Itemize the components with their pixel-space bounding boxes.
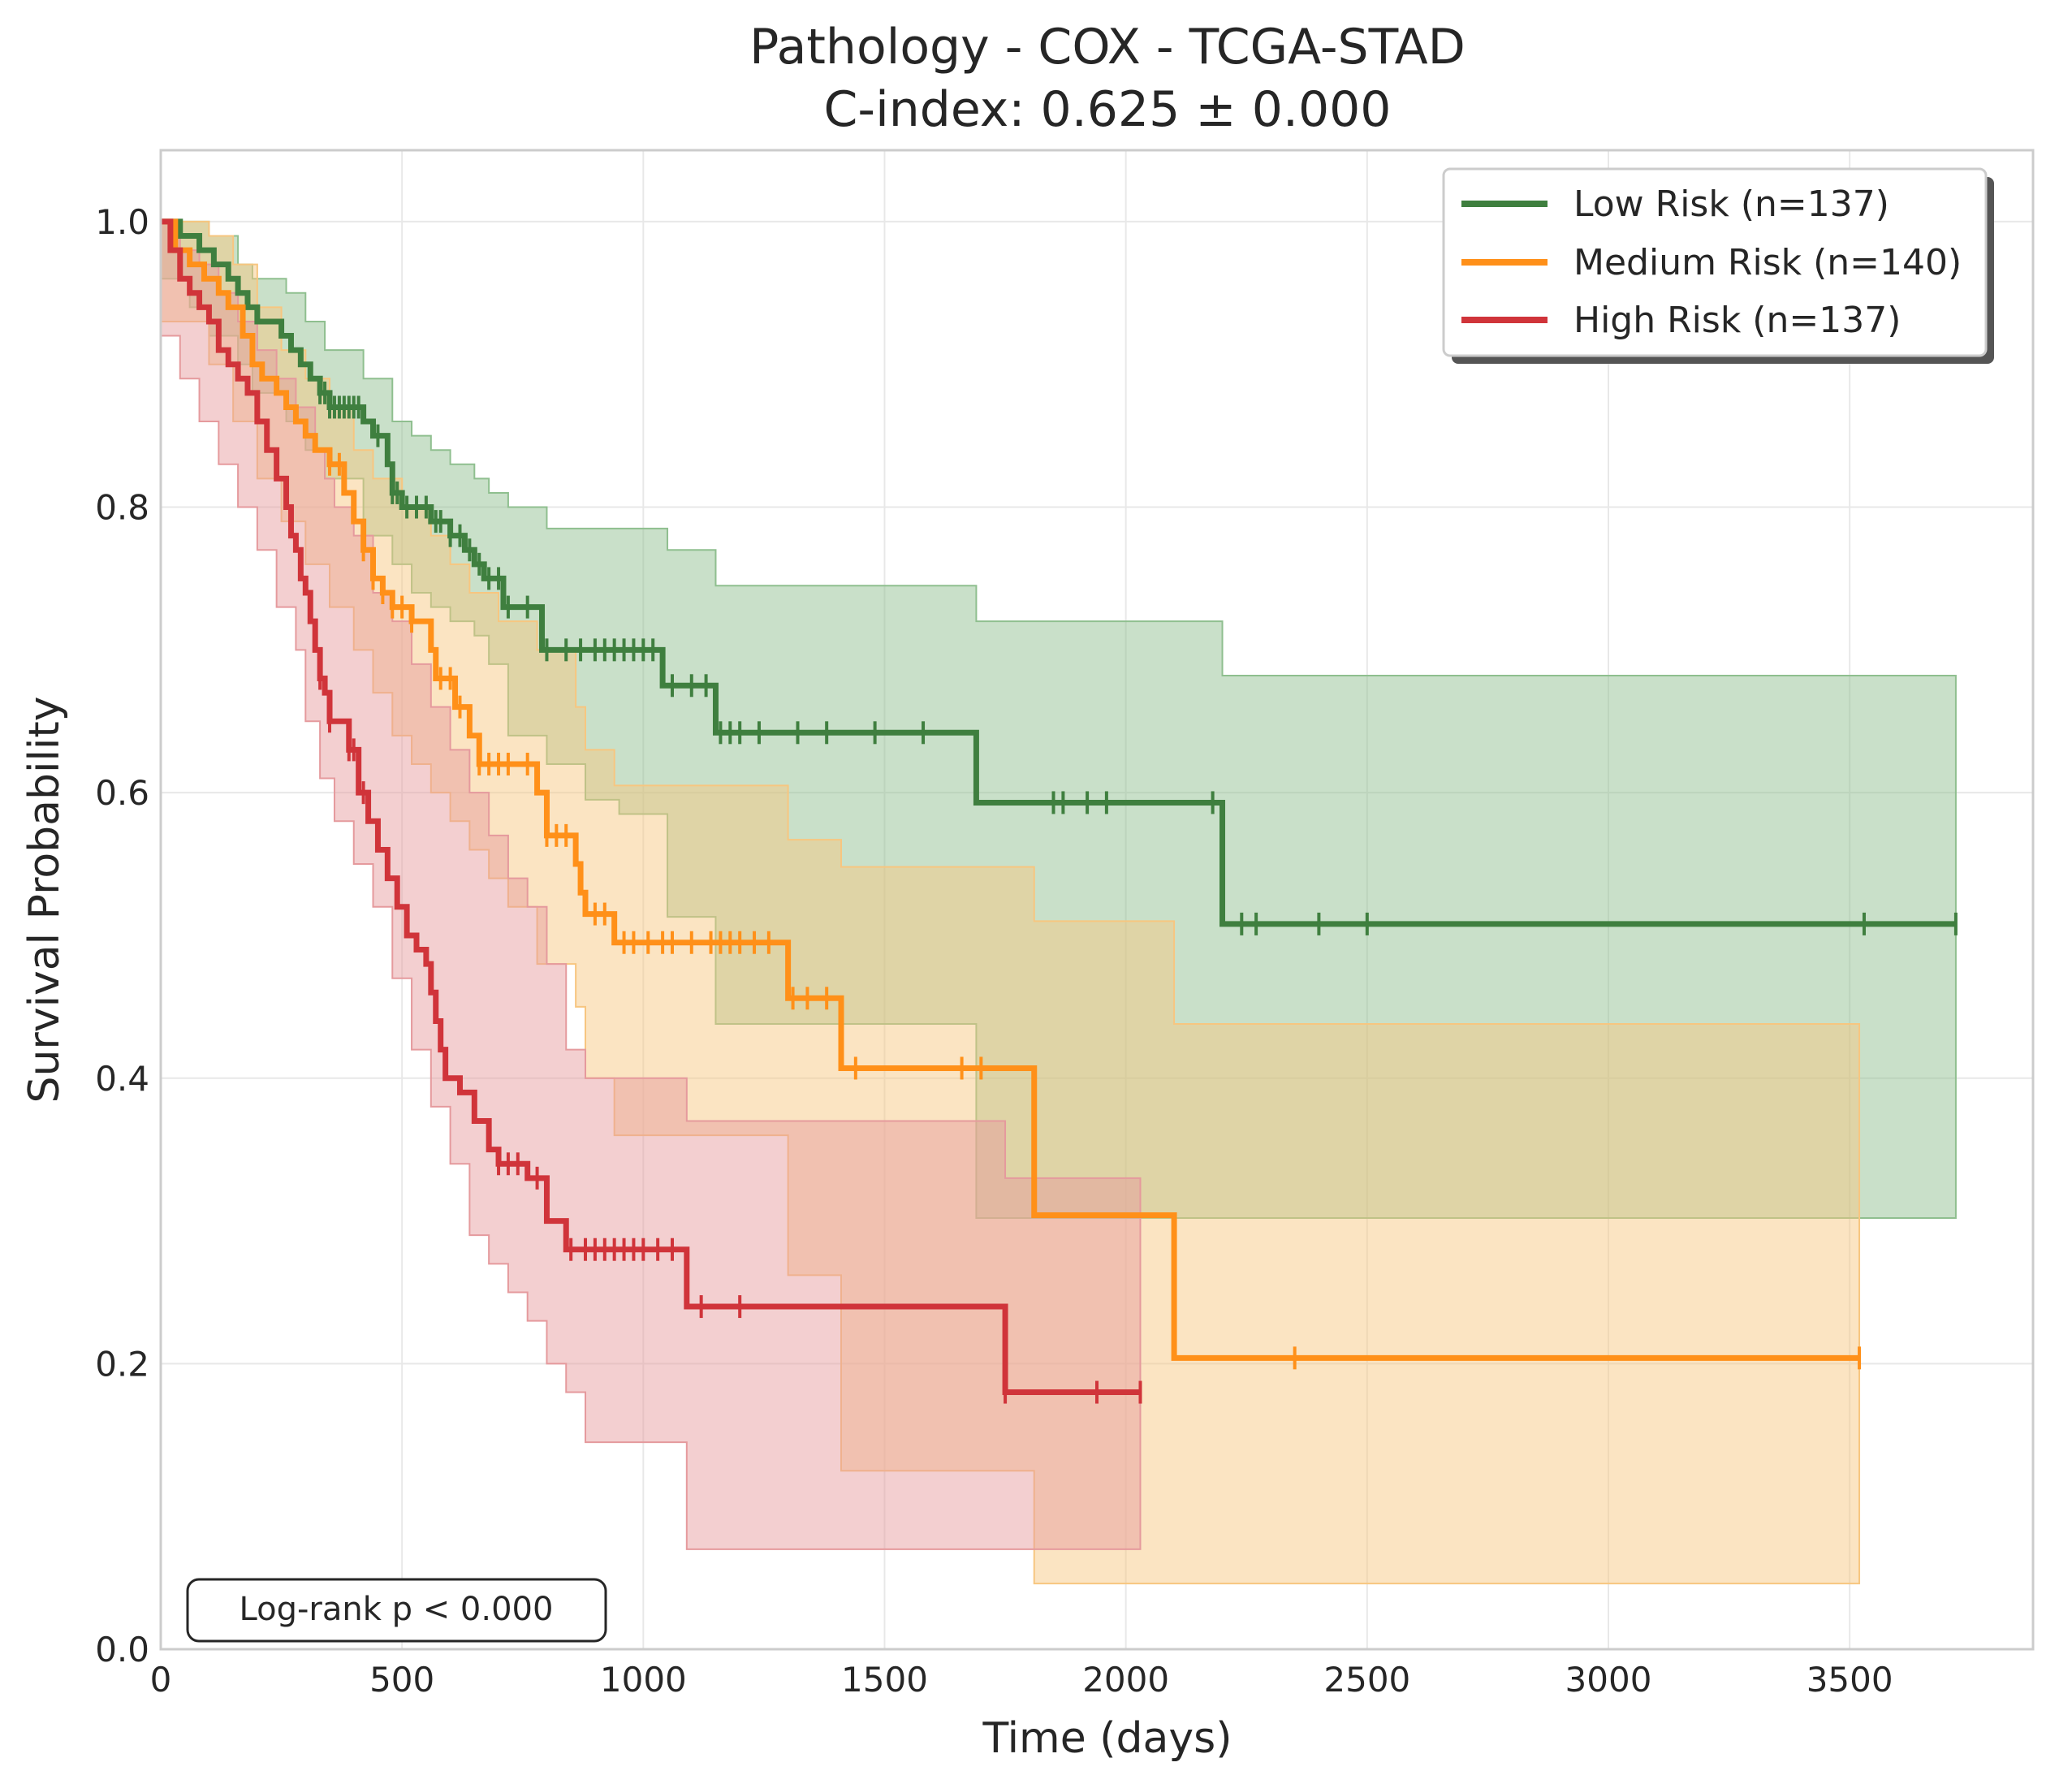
y-axis-ticks: 0.0 0.2 0.4 0.6 0.8 1.0 [95,202,149,1670]
y-tick-label: 0.4 [95,1059,149,1099]
logrank-text: Log-rank p < 0.000 [240,1591,554,1628]
plot-frame [159,149,2035,1651]
x-tick-label: 2500 [1323,1660,1410,1700]
legend-label-high-risk: High Risk (n=137) [1573,300,1901,341]
x-tick-label: 3500 [1807,1660,1893,1700]
censor-marks [318,381,1958,1404]
survival-curve-low-risk [161,218,1956,927]
y-tick-label: 0.6 [95,773,149,813]
chart-title: Pathology - COX - TCGA-STAD [749,19,1466,76]
y-tick-label: 0.2 [95,1344,149,1384]
y-tick-label: 1.0 [95,202,149,242]
legend-label-medium-risk: Medium Risk (n=140) [1573,242,1962,283]
logrank-annotation: Log-rank p < 0.000 [186,1578,607,1643]
survival-curves [161,218,1956,1396]
x-axis-ticks: 0 500 1000 1500 2000 2500 3000 3500 [150,1660,1893,1700]
x-tick-label: 1000 [600,1660,687,1700]
survival-curve-high-risk [161,218,1141,1396]
x-axis-label: Time (days) [982,1714,1232,1763]
legend-label-low-risk: Low Risk (n=137) [1573,184,1889,225]
chart-subtitle: C-index: 0.625 ± 0.000 [824,81,1392,138]
y-axis-label: Survival Probability [20,696,69,1103]
x-tick-label: 500 [369,1660,434,1700]
x-tick-label: 1500 [841,1660,928,1700]
ci-band-high-risk [160,220,1142,1550]
legend: Low Risk (n=137) Medium Risk (n=140) Hig… [1442,167,1994,364]
legend-box [1442,167,1988,357]
x-tick-label: 2000 [1082,1660,1169,1700]
y-tick-label: 0.8 [95,488,149,528]
survival-curve-medium-risk [161,218,1860,1361]
logrank-box [186,1578,607,1643]
x-tick-label: 0 [150,1660,172,1700]
ci-band-medium-risk [160,220,1861,1585]
y-tick-label: 0.0 [95,1630,149,1670]
gridlines [160,150,2033,1650]
x-tick-label: 3000 [1565,1660,1652,1700]
